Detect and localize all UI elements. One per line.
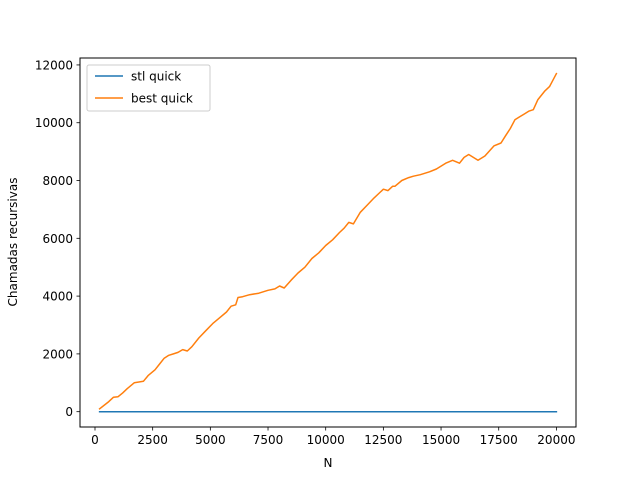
y-tick-label: 6000 bbox=[42, 232, 73, 246]
x-tick-label: 5000 bbox=[195, 433, 226, 447]
legend-label-best-quick: best quick bbox=[131, 92, 193, 106]
x-tick-label: 0 bbox=[91, 433, 99, 447]
series-line-best-quick bbox=[98, 72, 558, 410]
x-tick-label: 7500 bbox=[253, 433, 284, 447]
y-tick-label: 10000 bbox=[35, 116, 73, 130]
x-tick-label: 17500 bbox=[480, 433, 518, 447]
plot-area bbox=[98, 72, 558, 413]
y-tick-label: 8000 bbox=[42, 174, 73, 188]
y-tick-label: 2000 bbox=[42, 347, 73, 361]
y-tick-label: 4000 bbox=[42, 290, 73, 304]
x-axis-label: N bbox=[324, 456, 333, 470]
x-tick-label: 20000 bbox=[537, 433, 575, 447]
x-tick-label: 2500 bbox=[137, 433, 168, 447]
x-tick-label: 15000 bbox=[422, 433, 460, 447]
x-axis: 0 2500 5000 7500 10000 12500 15000 17500 20000 bbox=[91, 427, 575, 447]
legend-label-stl-quick: stl quick bbox=[131, 70, 181, 84]
x-tick-label: 12500 bbox=[364, 433, 402, 447]
y-axis-label: Chamadas recursivas bbox=[6, 178, 20, 307]
y-tick-label: 12000 bbox=[35, 58, 73, 72]
axes-frame bbox=[79, 57, 577, 428]
legend: stl quick best quick bbox=[86, 64, 211, 112]
x-tick-label: 10000 bbox=[307, 433, 345, 447]
y-axis: 0 2000 4000 6000 8000 10000 12000 bbox=[35, 58, 80, 419]
y-tick-label: 0 bbox=[65, 405, 73, 419]
